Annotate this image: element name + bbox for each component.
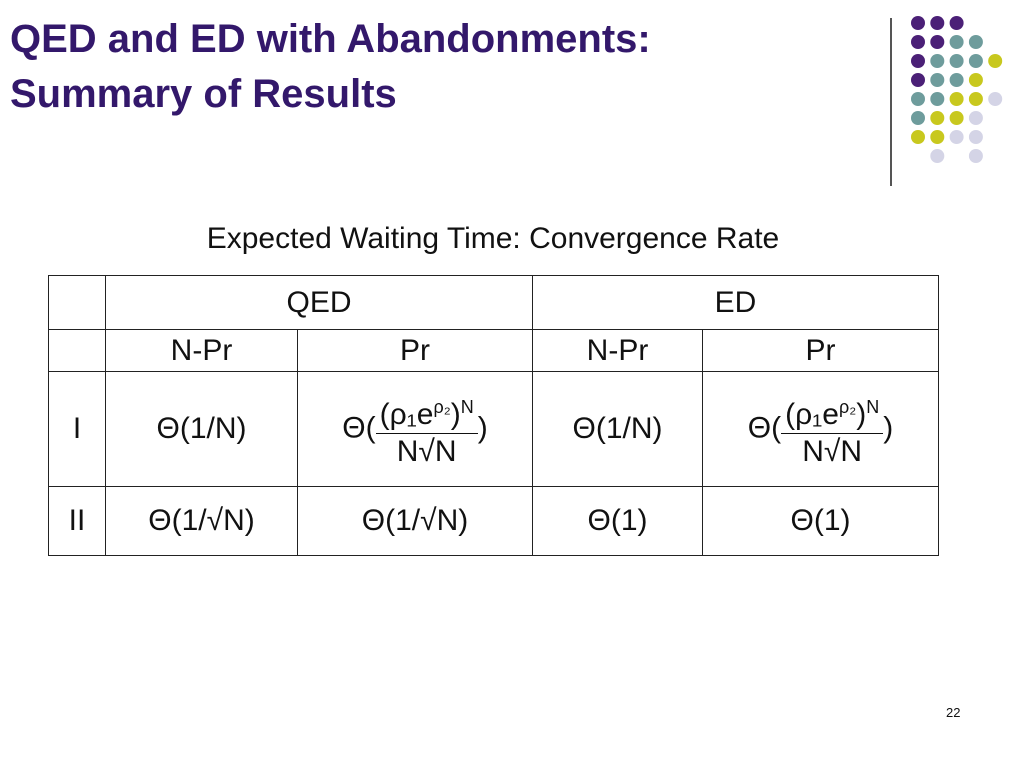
sub-header: Pr — [702, 329, 939, 372]
formula-cell: Θ(1/N) — [105, 371, 298, 487]
formula-cell: Θ(1/√N) — [105, 486, 298, 556]
dot — [930, 92, 945, 106]
dot — [930, 35, 945, 49]
numerator-exponent: ρ₂ — [838, 396, 857, 417]
formula-cell: Θ(1) — [702, 486, 939, 556]
formula-close: ) — [883, 410, 894, 444]
dot — [949, 130, 964, 144]
data-row: II Θ(1/√N) Θ(1/√N) Θ(1) Θ(1) — [48, 486, 939, 556]
denominator: N√N — [396, 434, 457, 468]
formula-cell: Θ(1/√N) — [297, 486, 533, 556]
dot — [911, 130, 925, 144]
formula-cell: Θ(1) — [532, 486, 703, 556]
table-caption: Expected Waiting Time: Convergence Rate — [206, 222, 780, 255]
dot — [930, 149, 945, 163]
sub-header: N-Pr — [532, 329, 703, 372]
dot — [968, 111, 983, 125]
dot — [988, 54, 1003, 68]
formula-cell: Θ((ρ₁eρ₂)N N√N) — [702, 371, 939, 487]
slide-title: QED and ED with Abandonments: Summary of… — [10, 12, 651, 122]
dot-decoration — [911, 16, 1003, 163]
dot — [949, 16, 964, 30]
dot — [949, 73, 964, 87]
dot — [930, 16, 945, 30]
row-label: II — [48, 486, 106, 556]
dot — [949, 92, 964, 106]
dot — [988, 92, 1003, 106]
dot — [949, 35, 964, 49]
dot — [968, 54, 983, 68]
numerator-base: (ρ₁e — [785, 397, 839, 431]
numerator-close: ) — [450, 397, 461, 431]
dot — [911, 35, 925, 49]
dot — [911, 111, 925, 125]
sub-header: Pr — [297, 329, 533, 372]
numerator-base: (ρ₁e — [379, 397, 434, 431]
title-line: QED and ED with Abandonments: — [10, 17, 651, 61]
fraction: (ρ₁eρ₂)N N√N — [781, 389, 884, 470]
denominator: N√N — [802, 434, 863, 468]
formula-cell: Θ(1/N) — [532, 371, 703, 487]
divider-line — [890, 18, 892, 186]
sub-header: N-Pr — [105, 329, 298, 372]
dot — [930, 130, 945, 144]
dot — [911, 16, 925, 30]
corner-cell — [48, 275, 106, 330]
numerator-power: N — [866, 396, 880, 417]
numerator: (ρ₁eρ₂)N — [781, 389, 884, 434]
dot — [968, 92, 983, 106]
formula-cell: Θ((ρ₁eρ₂)N N√N) — [297, 371, 533, 487]
numerator-power: N — [460, 396, 474, 417]
row-label: I — [48, 371, 106, 487]
dot — [968, 73, 983, 87]
fraction: (ρ₁eρ₂)N N√N — [375, 389, 478, 470]
dot — [911, 73, 925, 87]
formula-open: Θ( — [747, 410, 782, 444]
numerator-exponent: ρ₂ — [433, 396, 451, 417]
dot — [968, 35, 983, 49]
data-row: I Θ(1/N) Θ((ρ₁eρ₂)N N√N) Θ(1/N) Θ((ρ₁eρ₂)N N√N… — [48, 371, 939, 487]
dot — [968, 149, 983, 163]
group-header: ED — [532, 275, 939, 330]
header-row: QED ED — [48, 275, 939, 330]
title-line: Summary of Results — [10, 72, 397, 116]
subheader-row: N-Pr Pr N-Pr Pr — [48, 329, 939, 372]
dot — [911, 92, 925, 106]
dot — [930, 73, 945, 87]
formula-open: Θ( — [342, 410, 376, 444]
numerator-close: ) — [856, 397, 867, 431]
corner-cell — [48, 329, 106, 372]
page-number: 22 — [946, 705, 961, 720]
group-header: QED — [105, 275, 533, 330]
dot — [911, 54, 925, 68]
dot — [930, 54, 945, 68]
formula-close: ) — [477, 410, 488, 444]
dot — [968, 130, 983, 144]
dot — [949, 111, 964, 125]
dot — [930, 111, 945, 125]
results-table: QED ED N-Pr Pr N-Pr Pr I Θ(1/N) Θ((ρ₁eρ₂)N N√N) Θ(… — [48, 275, 939, 556]
dot — [949, 54, 964, 68]
numerator: (ρ₁eρ₂)N — [375, 389, 478, 434]
